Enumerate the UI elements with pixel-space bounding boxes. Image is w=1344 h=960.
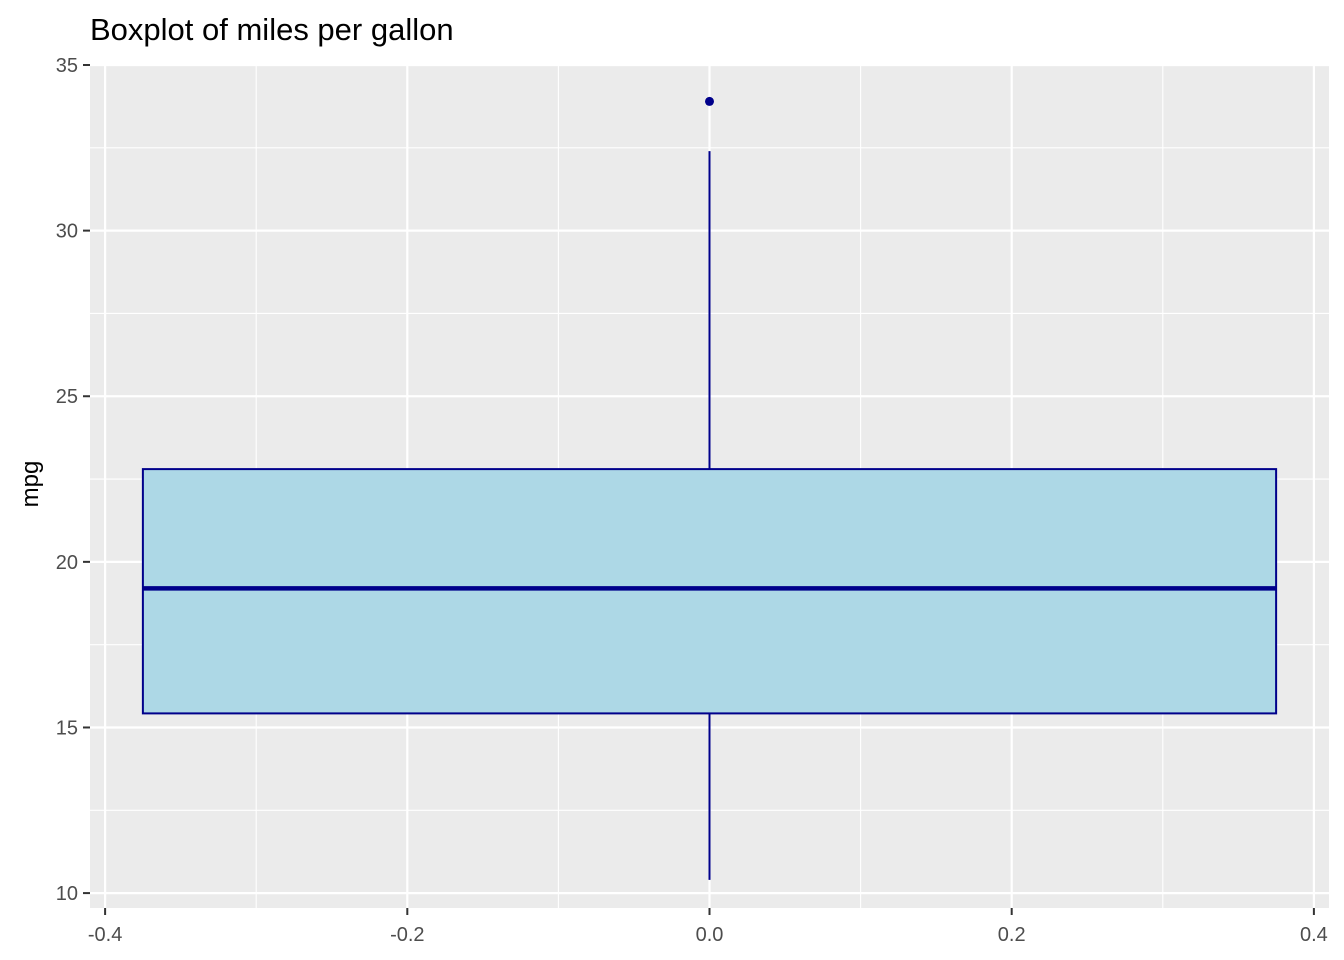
outlier-point: [705, 96, 714, 106]
x-tick-label: -0.2: [390, 924, 424, 946]
x-tick-label: 0.0: [696, 924, 724, 946]
y-axis: 10 15 20 25 30 35: [56, 55, 90, 905]
y-axis-title: mpg: [17, 461, 44, 508]
y-tick-label: 20: [56, 552, 78, 574]
chart-title: Boxplot of miles per gallon: [90, 12, 454, 47]
y-tick-label: 30: [56, 221, 78, 243]
interquartile-box: [141, 468, 1278, 715]
x-tick-label: -0.4: [88, 924, 122, 946]
boxplot-series: [141, 96, 1278, 880]
y-tick-label: 25: [56, 386, 78, 408]
y-tick-label: 35: [56, 55, 78, 77]
x-tick-label: 0.4: [1300, 924, 1328, 946]
x-tick-label: 0.2: [998, 924, 1026, 946]
y-tick-label: 15: [56, 717, 78, 739]
x-axis: -0.4 -0.2 0.0 0.2 0.4: [88, 908, 1328, 946]
y-tick-label: 10: [56, 883, 78, 905]
